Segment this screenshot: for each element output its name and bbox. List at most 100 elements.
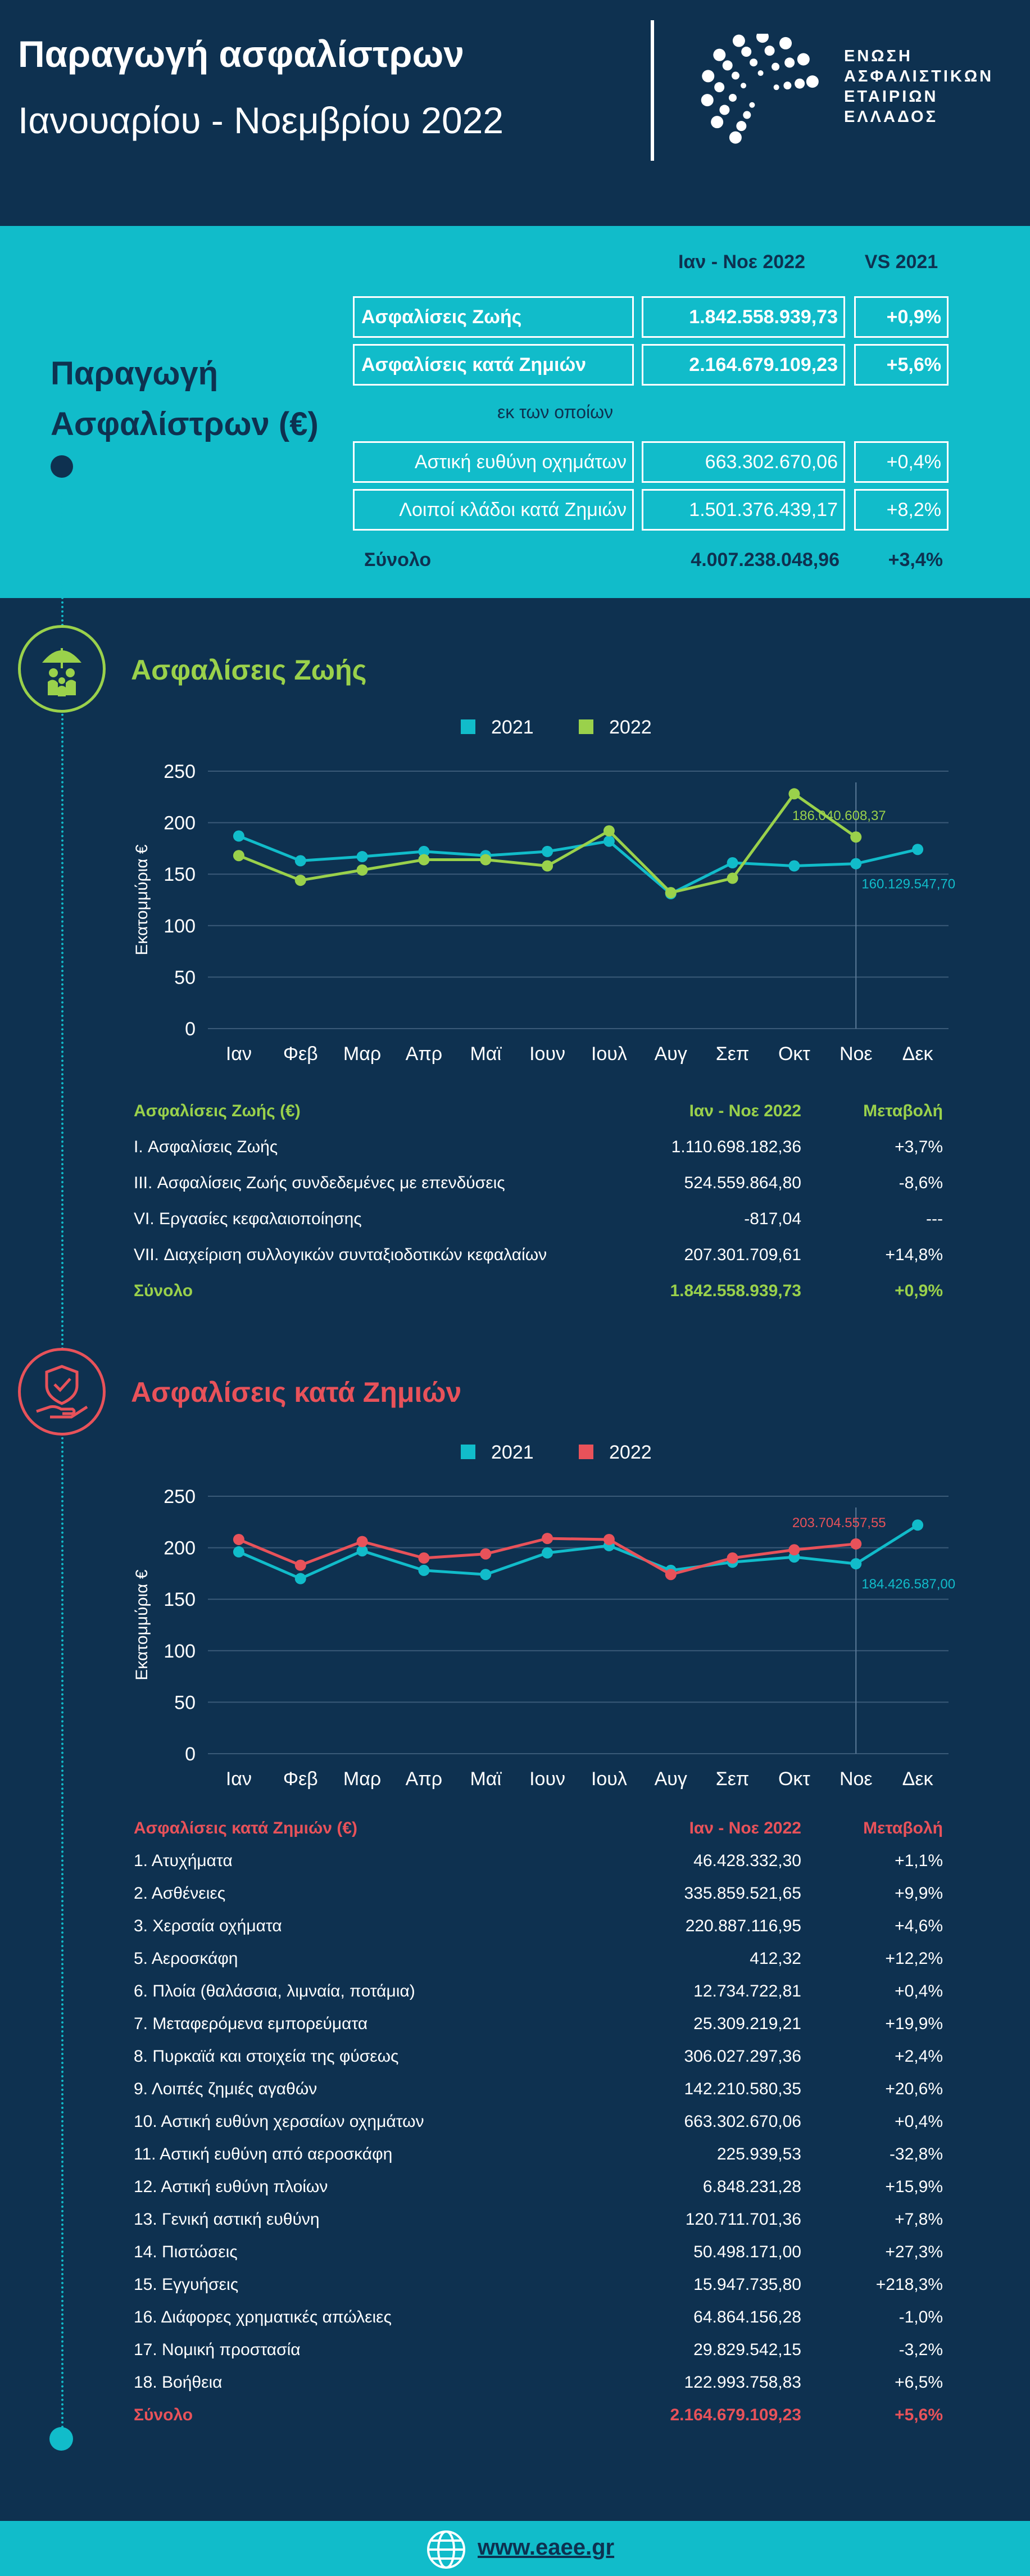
- life-table-total: Σύνολο 1.842.558.939,73 +0,9%: [134, 1282, 943, 1314]
- nonlife-point-2022: [603, 1533, 615, 1545]
- life-col-change: Μεταβολή: [863, 1102, 943, 1120]
- row-value: Ιαν - Νοε 2022: [689, 1819, 801, 1837]
- row-change: +20,6%: [885, 2080, 943, 2098]
- life-legend-swatch: [461, 719, 475, 734]
- nonlife-chart: 2021 2022 0 50 100 150 200 250 Εκατομμύρια € Ιαν Φ…: [133, 1442, 955, 1790]
- life-point-2022: [665, 887, 677, 899]
- life-y-tick: 200: [164, 813, 196, 834]
- row-value: 524.559.864,80: [684, 1174, 801, 1192]
- table-row: 2. Ασθένειες 335.859.521,65 +9,9%: [134, 1884, 943, 1917]
- nonlife-table-total: Σύνολο 2.164.679.109,23 +5,6%: [134, 2406, 943, 2438]
- row-name: 3. Χερσαία οχήματα: [134, 1917, 282, 1935]
- shield-hand-icon: [18, 1348, 106, 1436]
- summary-total-label: Σύνολο: [364, 549, 432, 571]
- summary-panel: [0, 226, 1030, 598]
- life-point-2021: [788, 860, 800, 872]
- row-name: 14. Πιστώσεις: [134, 2243, 238, 2261]
- life-point-2022: [727, 872, 738, 884]
- life-section-title: Ασφαλίσεις Ζωής: [131, 654, 367, 686]
- umbrella-family-icon: [18, 625, 106, 713]
- row-value: 64.864.156,28: [693, 2308, 801, 2326]
- nonlife-series-2021-line: [238, 1524, 919, 1581]
- life-x-tick: Δεκ: [902, 1043, 934, 1065]
- row-value: 663.302.670,06: [684, 2112, 801, 2131]
- table-row: 3. Χερσαία οχήματα 220.887.116,95 +4,6%: [134, 1917, 943, 1949]
- summary-total-value: 4.007.238.048,96: [691, 549, 840, 571]
- row-change: +14,8%: [885, 1246, 943, 1264]
- summary-motor-value: 663.302.670,06: [642, 441, 845, 483]
- row-value: 6.848.231,28: [702, 2177, 801, 2196]
- logo-dot: [732, 34, 745, 47]
- row-name: III. Ασφαλίσεις Ζωής συνδεδεμένες με επε…: [134, 1174, 505, 1192]
- nonlife-annotation: 203.704.557,55: [792, 1515, 886, 1531]
- nonlife-section-title: Ασφαλίσεις κατά Ζημιών: [131, 1377, 462, 1408]
- life-x-tick: Απρ: [406, 1043, 442, 1065]
- row-value: 142.210.580,35: [684, 2080, 801, 2098]
- row-name: I. Ασφαλίσεις Ζωής: [134, 1138, 278, 1156]
- table-row: 13. Γενική αστική ευθύνη 120.711.701,36 +7…: [134, 2210, 943, 2243]
- logo-dot: [784, 57, 795, 68]
- life-point-2021: [233, 830, 244, 842]
- logo-dot: [722, 60, 733, 71]
- nonlife-point-2022: [542, 1533, 553, 1545]
- table-row: 10. Αστική ευθύνη χερσαίων οχημάτων 663.3…: [134, 2112, 943, 2145]
- row-name: 10. Αστική ευθύνη χερσαίων οχημάτων: [134, 2112, 424, 2131]
- life-legend-label: 2021: [491, 717, 534, 738]
- logo-dot: [750, 58, 758, 67]
- row-change: -3,2%: [899, 2340, 943, 2359]
- nonlife-point-2022: [850, 1538, 862, 1550]
- nonlife-x-tick: Ιαν: [226, 1768, 252, 1790]
- summary-motor-label: Αστική ευθύνη οχημάτων: [353, 441, 634, 483]
- footer: [0, 2521, 1030, 2576]
- row-change: -1,0%: [899, 2308, 943, 2326]
- summary-label: Παραγωγή Ασφαλίστρων (€): [51, 348, 319, 450]
- row-name: 17. Νομική προστασία: [134, 2340, 301, 2359]
- life-col-period: Ιαν - Νοε 2022: [689, 1102, 801, 1120]
- row-name: 12. Αστική ευθύνη πλοίων: [134, 2177, 328, 2196]
- row-name: 15. Εγγυήσεις: [134, 2275, 239, 2294]
- row-name: 7. Μεταφερόμενα εμπορεύματα: [134, 2014, 368, 2033]
- row-value: 1.110.698.182,36: [671, 1138, 801, 1156]
- row-name: Σύνολο: [134, 2406, 193, 2424]
- life-point-2021: [294, 855, 306, 867]
- footer-link[interactable]: www.eaee.gr: [478, 2535, 615, 2560]
- logo-line: ΕΝΩΣΗ: [844, 47, 913, 65]
- life-point-2022: [480, 854, 492, 866]
- summary-col-period: Ιαν - Νοε 2022: [678, 251, 805, 273]
- globe-icon: [427, 2530, 465, 2569]
- life-point-2021: [850, 858, 862, 870]
- row-change: +218,3%: [875, 2275, 943, 2294]
- nonlife-y-tick: 0: [185, 1744, 196, 1765]
- nonlife-legend-swatch: [461, 1445, 475, 1459]
- row-value: 50.498.171,00: [693, 2243, 801, 2261]
- nonlife-x-tick: Νοε: [840, 1768, 873, 1790]
- logo-line: ΑΣΦΑΛΙΣΤΙΚΩΝ: [844, 67, 994, 85]
- row-change: +3,7%: [895, 1138, 943, 1156]
- nonlife-point-2022: [727, 1552, 738, 1564]
- nonlife-legend-label: 2021: [491, 1442, 534, 1463]
- life-x-tick: Ιουν: [529, 1043, 565, 1065]
- logo-dot: [701, 94, 714, 107]
- row-change: +12,2%: [885, 1949, 943, 1968]
- summary-of-which: εκ των οποίων: [497, 402, 614, 422]
- eaee-logo-icon: [701, 34, 819, 144]
- logo-dot: [749, 102, 755, 108]
- table-row: 9. Λοιπές ζημιές αγαθών 142.210.580,35 +20…: [134, 2080, 943, 2112]
- table-row: 17. Νομική προστασία 29.829.542,15 -3,2%: [134, 2340, 943, 2373]
- nonlife-y-tick: 50: [174, 1692, 196, 1713]
- row-name: 13. Γενική αστική ευθύνη: [134, 2210, 320, 2229]
- table-row: 5. Αεροσκάφη 412,32 +12,2%: [134, 1949, 943, 1982]
- life-legend-swatch: [579, 719, 593, 734]
- row-value: 122.993.758,83: [684, 2373, 801, 2392]
- life-point-2021: [912, 844, 924, 855]
- logo-dot: [795, 78, 805, 89]
- nonlife-point-2021: [294, 1573, 306, 1584]
- logo-dot: [797, 53, 810, 66]
- nonlife-y-tick: 250: [164, 1486, 196, 1507]
- row-change: +6,5%: [895, 2373, 943, 2392]
- nonlife-point-2021: [912, 1519, 924, 1531]
- row-change: +7,8%: [895, 2210, 943, 2229]
- row-value: 306.027.297,36: [684, 2047, 801, 2066]
- summary-motor-change: +0,4%: [854, 441, 949, 483]
- summary-life-change: +0,9%: [854, 296, 949, 338]
